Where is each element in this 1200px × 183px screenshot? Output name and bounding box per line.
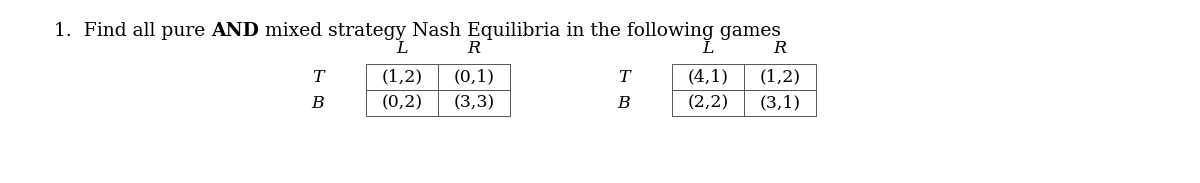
Bar bbox=[366, 64, 438, 90]
Bar bbox=[366, 90, 438, 116]
Text: (3,1): (3,1) bbox=[760, 95, 800, 112]
Text: (3,3): (3,3) bbox=[454, 95, 494, 112]
Text: (4,1): (4,1) bbox=[688, 69, 728, 85]
Text: (1,2): (1,2) bbox=[382, 69, 422, 85]
Bar bbox=[744, 90, 816, 116]
Text: mixed strategy Nash Equilibria in the following games: mixed strategy Nash Equilibria in the fo… bbox=[259, 22, 781, 40]
Text: B: B bbox=[311, 95, 324, 112]
Text: (1,2): (1,2) bbox=[760, 69, 800, 85]
Text: L: L bbox=[396, 40, 408, 57]
Text: (0,2): (0,2) bbox=[382, 95, 422, 112]
Text: 1.  Find all pure: 1. Find all pure bbox=[54, 22, 211, 40]
Bar bbox=[438, 64, 510, 90]
Text: (2,2): (2,2) bbox=[688, 95, 728, 112]
Text: R: R bbox=[468, 40, 480, 57]
Text: T: T bbox=[312, 69, 324, 85]
Text: B: B bbox=[617, 95, 630, 112]
Text: (0,1): (0,1) bbox=[454, 69, 494, 85]
Text: R: R bbox=[774, 40, 786, 57]
Bar bbox=[438, 90, 510, 116]
Bar bbox=[672, 90, 744, 116]
Text: L: L bbox=[702, 40, 714, 57]
Bar bbox=[672, 64, 744, 90]
Text: AND: AND bbox=[211, 22, 259, 40]
Text: T: T bbox=[618, 69, 630, 85]
Bar bbox=[744, 64, 816, 90]
